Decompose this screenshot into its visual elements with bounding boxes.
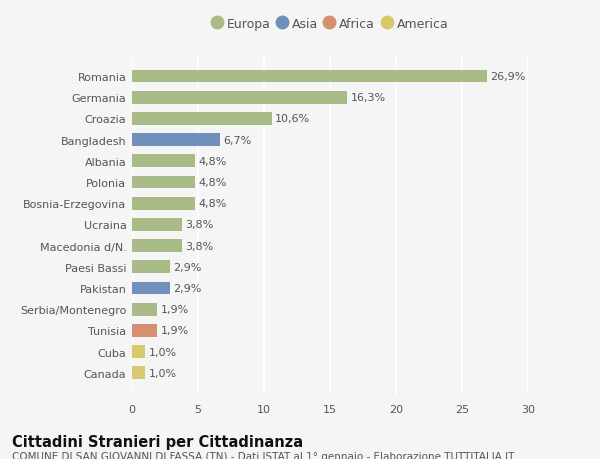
Text: 1,9%: 1,9% — [160, 326, 188, 336]
Text: Cittadini Stranieri per Cittadinanza: Cittadini Stranieri per Cittadinanza — [12, 434, 303, 449]
Bar — [132, 113, 272, 125]
Bar — [132, 134, 220, 147]
Text: 4,8%: 4,8% — [199, 157, 227, 167]
Bar — [132, 303, 157, 316]
Bar — [132, 346, 145, 358]
Text: 1,0%: 1,0% — [149, 347, 176, 357]
Bar — [132, 197, 196, 210]
Text: 4,8%: 4,8% — [199, 199, 227, 209]
Bar — [132, 261, 170, 274]
Bar — [132, 325, 157, 337]
Text: 26,9%: 26,9% — [490, 72, 526, 82]
Text: 4,8%: 4,8% — [199, 178, 227, 188]
Text: COMUNE DI SAN GIOVANNI DI FASSA (TN) - Dati ISTAT al 1° gennaio - Elaborazione T: COMUNE DI SAN GIOVANNI DI FASSA (TN) - D… — [12, 451, 514, 459]
Bar — [132, 218, 182, 231]
Bar — [132, 92, 347, 104]
Text: 3,8%: 3,8% — [185, 241, 214, 251]
Text: 10,6%: 10,6% — [275, 114, 310, 124]
Text: 6,7%: 6,7% — [224, 135, 252, 146]
Text: 2,9%: 2,9% — [173, 262, 202, 272]
Bar — [132, 71, 487, 83]
Bar — [132, 155, 196, 168]
Legend: Europa, Asia, Africa, America: Europa, Asia, Africa, America — [208, 14, 452, 34]
Bar — [132, 282, 170, 295]
Bar — [132, 367, 145, 379]
Text: 1,9%: 1,9% — [160, 304, 188, 314]
Text: 16,3%: 16,3% — [350, 93, 386, 103]
Text: 2,9%: 2,9% — [173, 283, 202, 293]
Bar — [132, 176, 196, 189]
Text: 3,8%: 3,8% — [185, 220, 214, 230]
Text: 1,0%: 1,0% — [149, 368, 176, 378]
Bar — [132, 240, 182, 252]
